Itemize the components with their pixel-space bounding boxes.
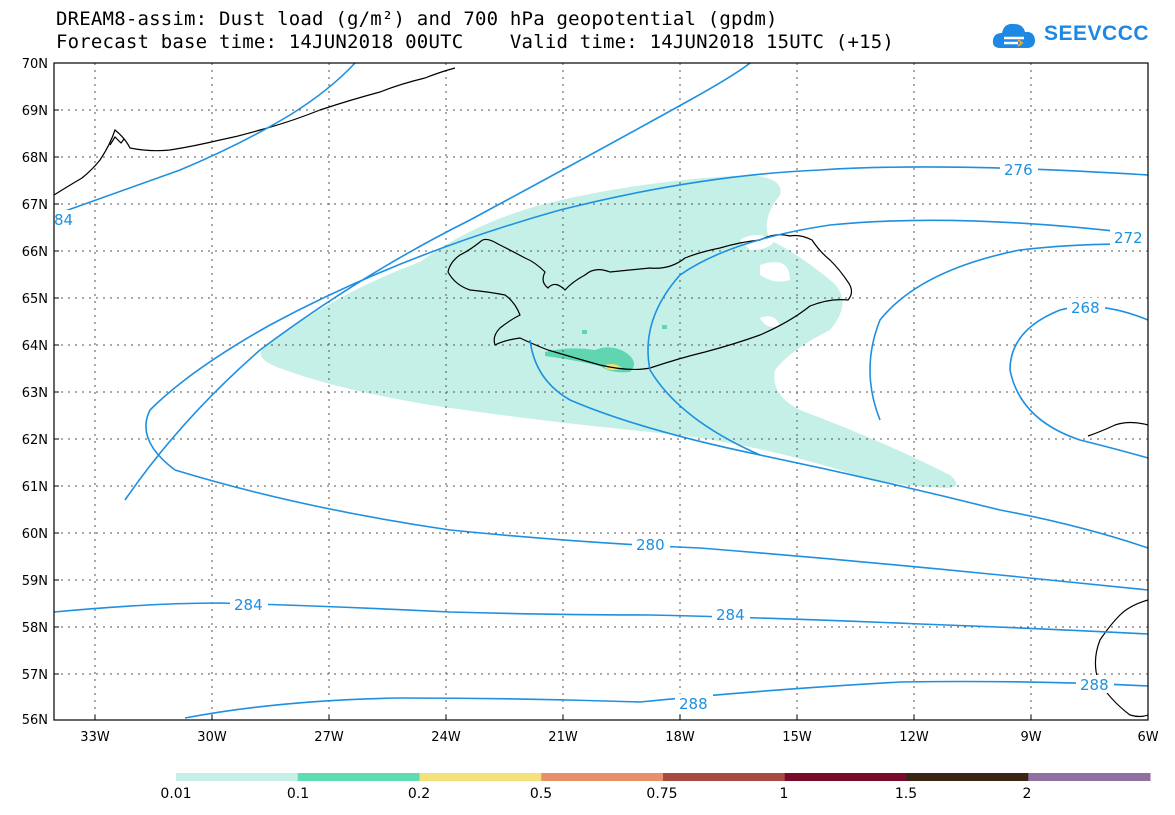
lat-label: 59N [22, 574, 48, 589]
lat-label: 62N [22, 433, 48, 448]
lat-label: 66N [22, 245, 48, 260]
longitude-labels: 33W 30W 27W 24W 21W 18W 15W 12W 9W 6W [80, 730, 1158, 745]
colorbar-swatch [176, 773, 299, 781]
colorbar-swatch [906, 773, 1029, 781]
lat-label: 65N [22, 292, 48, 307]
colorbar-label: 1 [780, 786, 789, 802]
cloud-icon [992, 23, 1035, 48]
colorbar-swatch [297, 773, 420, 781]
contour-label: 288 [1080, 676, 1109, 694]
contour-label: 276 [1004, 161, 1033, 179]
contour-label: 268 [1071, 299, 1100, 317]
colorbar-label: 2 [1023, 786, 1032, 802]
lat-label: 56N [22, 713, 48, 728]
colorbar-label: 0.75 [646, 786, 677, 802]
lon-label: 33W [80, 730, 110, 745]
colorbar [176, 773, 1151, 781]
lon-label: 9W [1020, 730, 1041, 745]
logo-text: SEEVCCC [1044, 22, 1150, 45]
latitude-labels: 70N 69N 68N 67N 66N 65N 64N 63N 62N 61N … [22, 57, 48, 728]
lat-label: 60N [22, 527, 48, 542]
contour-label: 280 [636, 536, 665, 554]
colorbar-swatch [1028, 773, 1151, 781]
dust-area-light [260, 175, 957, 488]
lon-label: 27W [314, 730, 344, 745]
lat-label: 64N [22, 339, 48, 354]
lon-label: 21W [548, 730, 578, 745]
lon-label: 12W [899, 730, 929, 745]
lat-label: 68N [22, 151, 48, 166]
lon-label: 6W [1137, 730, 1158, 745]
lat-label: 70N [22, 57, 48, 72]
colorbar-label: 0.5 [530, 786, 552, 802]
colorbar-swatch [419, 773, 542, 781]
colorbar-swatch [663, 773, 786, 781]
colorbar-label: 0.2 [408, 786, 430, 802]
colorbar-label: 0.1 [287, 786, 309, 802]
contour-label: 284 [234, 596, 263, 614]
lon-label: 18W [665, 730, 695, 745]
lon-label: 15W [782, 730, 812, 745]
lat-label: 61N [22, 480, 48, 495]
colorbar-swatch [784, 773, 907, 781]
contour-label: 84 [54, 211, 73, 229]
colorbar-swatch [541, 773, 664, 781]
map-title: DREAM8-assim: Dust load (g/m²) and 700 h… [56, 8, 778, 30]
lon-label: 24W [431, 730, 461, 745]
colorbar-label: 1.5 [895, 786, 917, 802]
lat-label: 63N [22, 386, 48, 401]
lat-label: 57N [22, 668, 48, 683]
lat-label: 58N [22, 621, 48, 636]
lat-label: 67N [22, 198, 48, 213]
contour-label: 272 [1114, 229, 1143, 247]
contour-label: 288 [679, 695, 708, 713]
map-subtitle: Forecast base time: 14JUN2018 00UTC Vali… [56, 31, 895, 53]
colorbar-label: 0.01 [160, 786, 191, 802]
lon-label: 30W [197, 730, 227, 745]
contour-label: 284 [716, 606, 745, 624]
colorbar-labels: 0.01 0.1 0.2 0.5 0.75 1 1.5 2 [160, 786, 1031, 802]
lat-label: 69N [22, 104, 48, 119]
